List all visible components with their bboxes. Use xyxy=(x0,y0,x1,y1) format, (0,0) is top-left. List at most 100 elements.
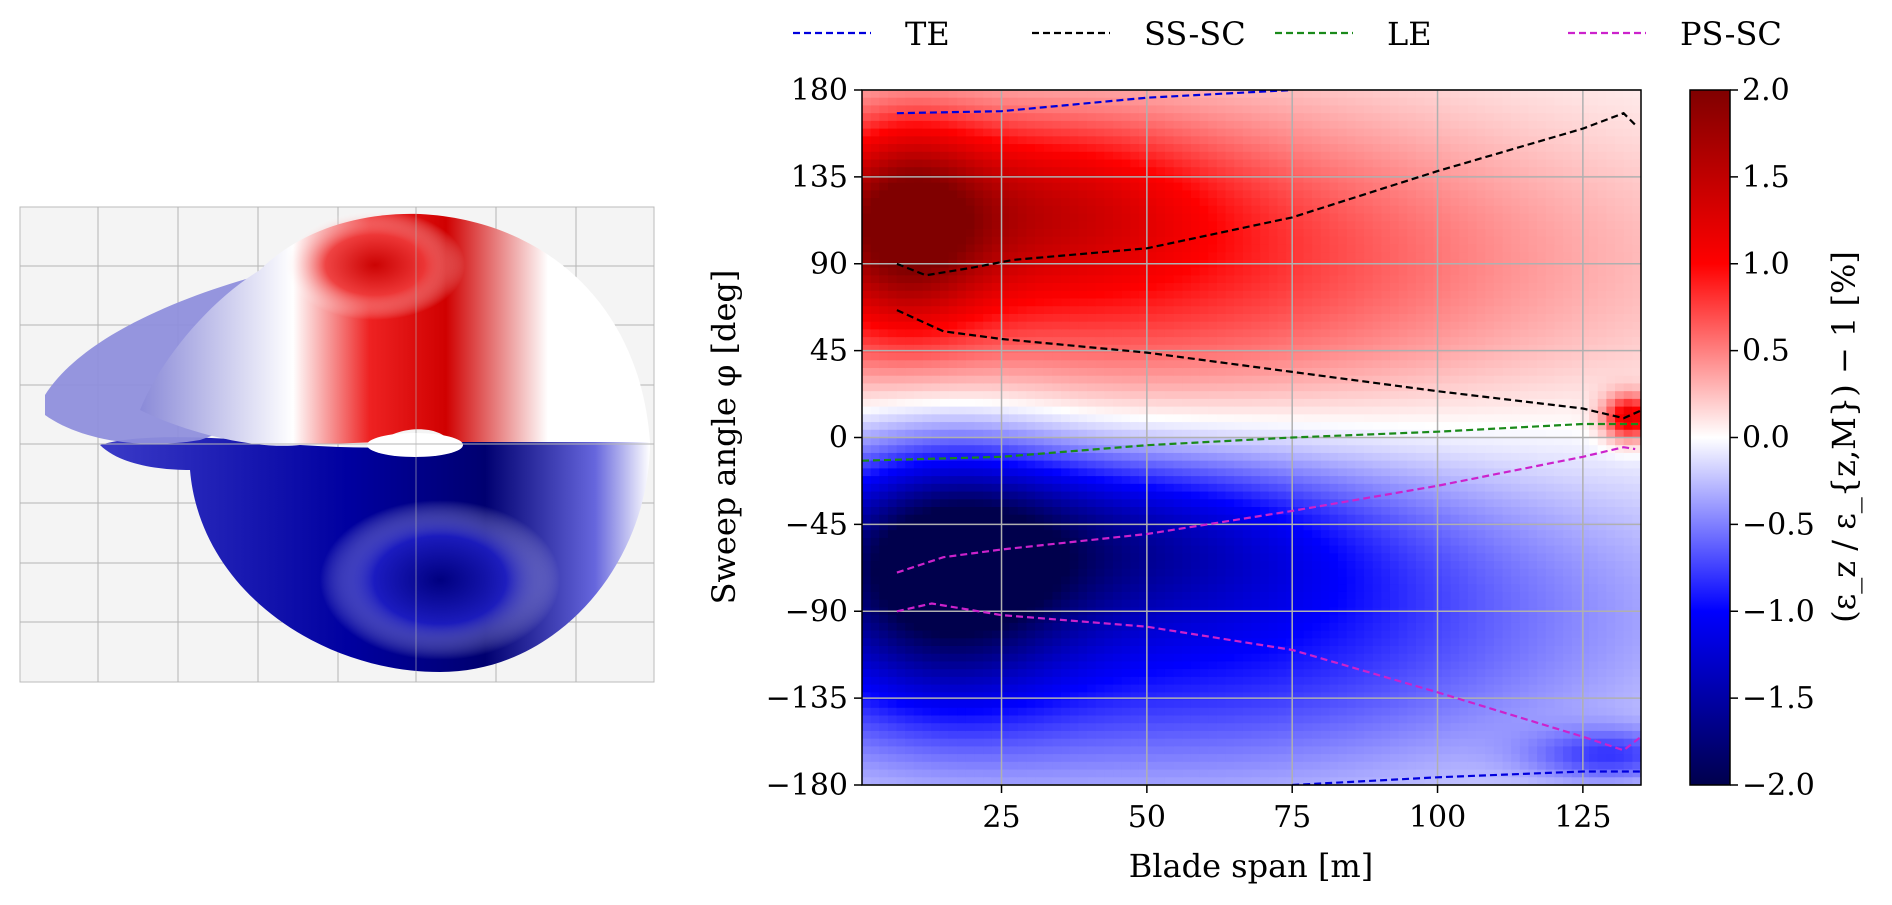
heatmap-cell xyxy=(1113,599,1123,608)
heatmap-cell xyxy=(974,507,984,516)
heatmap-cell xyxy=(1312,113,1322,122)
heatmap-cell xyxy=(1260,298,1270,307)
heatmap-cell xyxy=(870,120,880,130)
heatmap-cell xyxy=(1251,368,1261,377)
heatmap-cell xyxy=(1078,414,1088,423)
heatmap-cell xyxy=(1130,406,1140,415)
torus-red-highlight xyxy=(285,210,465,320)
heatmap-cell xyxy=(913,344,924,354)
heatmap-cell xyxy=(1199,646,1209,655)
heatmap-cell xyxy=(1268,460,1279,469)
heatmap-cell xyxy=(862,777,872,785)
heatmap-cell xyxy=(1043,715,1054,724)
heatmap-cell xyxy=(1138,221,1149,230)
heatmap-cell xyxy=(1147,151,1157,161)
heatmap-cell xyxy=(1147,777,1157,785)
heatmap-cell xyxy=(1251,298,1261,307)
heatmap-cell xyxy=(913,545,924,554)
heatmap-cell xyxy=(1182,653,1192,663)
heatmap-cell xyxy=(896,213,906,222)
heatmap-cell xyxy=(1182,738,1192,747)
heatmap-cell xyxy=(1130,306,1140,315)
heatmap-cell xyxy=(1260,514,1270,524)
heatmap-cell xyxy=(1087,167,1097,176)
heatmap-cell xyxy=(870,414,880,423)
heatmap-cell xyxy=(1338,290,1348,300)
heatmap-cell xyxy=(931,761,941,771)
heatmap-cell xyxy=(1286,452,1296,462)
heatmap-cell xyxy=(1078,746,1088,755)
heatmap-cell xyxy=(1043,113,1054,122)
heatmap-cell xyxy=(1113,707,1123,717)
heatmap-cell xyxy=(896,252,906,261)
heatmap-cell xyxy=(1043,298,1054,307)
heatmap-cell xyxy=(1078,144,1088,153)
heatmap-cell xyxy=(1268,174,1279,184)
heatmap-cell xyxy=(1286,445,1296,454)
heatmap-cell xyxy=(896,638,906,647)
heatmap-cell xyxy=(879,375,889,385)
heatmap-cell xyxy=(1069,692,1079,701)
heatmap-cell xyxy=(1312,576,1322,585)
heatmap-cell xyxy=(1329,398,1339,408)
heatmap-cell xyxy=(1260,715,1270,724)
heatmap-cell xyxy=(1242,406,1253,415)
heatmap-cell xyxy=(1061,437,1071,446)
heatmap-cell xyxy=(896,476,906,485)
heatmap-cell xyxy=(1260,344,1270,354)
heatmap-cell xyxy=(1061,368,1071,377)
heatmap-cell xyxy=(1043,630,1054,639)
heatmap-cell xyxy=(1138,298,1149,307)
heatmap-cell xyxy=(1173,244,1183,253)
heatmap-cell xyxy=(1329,669,1339,678)
heatmap-cell xyxy=(1329,105,1339,114)
heatmap-cell xyxy=(1061,591,1071,601)
heatmap-cell xyxy=(1338,298,1348,307)
heatmap-cell xyxy=(1173,669,1183,678)
heatmap-cell xyxy=(931,221,941,230)
heatmap-cell xyxy=(939,445,950,454)
heatmap-cell xyxy=(1329,591,1339,601)
heatmap-cell xyxy=(1138,653,1149,663)
heatmap-cell xyxy=(1017,190,1028,199)
heatmap-cell xyxy=(862,120,872,130)
heatmap-cell xyxy=(1147,375,1157,385)
heatmap-cell xyxy=(922,630,932,639)
heatmap-cell xyxy=(1095,368,1105,377)
heatmap-cell xyxy=(1138,599,1149,608)
heatmap-cell xyxy=(1173,406,1183,415)
heatmap-cell xyxy=(1242,97,1253,107)
heatmap-cell xyxy=(931,90,941,99)
heatmap-cell xyxy=(948,537,958,547)
heatmap-cell xyxy=(1208,205,1218,215)
heatmap-cell xyxy=(1130,522,1140,531)
heatmap-cell xyxy=(1069,174,1079,184)
heatmap-cell xyxy=(1113,676,1123,686)
heatmap-cell xyxy=(1061,661,1071,670)
heatmap-cell xyxy=(1138,499,1149,508)
heatmap-cell xyxy=(1294,514,1305,524)
heatmap-cell xyxy=(1216,383,1227,392)
heatmap-cell xyxy=(1208,646,1218,655)
heatmap-cell xyxy=(922,352,932,361)
heatmap-cell xyxy=(1208,414,1218,423)
heatmap-cell xyxy=(1199,267,1209,276)
heatmap-cell xyxy=(1043,483,1054,493)
heatmap-cell xyxy=(957,630,967,639)
heatmap-cell xyxy=(1320,321,1330,330)
heatmap-cell xyxy=(1035,684,1045,693)
heatmap-cell xyxy=(1199,329,1209,338)
heatmap-cell xyxy=(1216,298,1227,307)
heatmap-cell xyxy=(1225,630,1235,639)
heatmap-cell xyxy=(1234,120,1244,130)
heatmap-cell xyxy=(1061,684,1071,693)
heatmap-cell xyxy=(1173,730,1183,740)
heatmap-cell xyxy=(896,545,906,554)
heatmap-cell xyxy=(1251,769,1261,778)
heatmap-cell xyxy=(879,221,889,230)
heatmap-cell xyxy=(887,383,898,392)
heatmap-cell xyxy=(1121,360,1131,369)
heatmap-cell xyxy=(862,599,872,608)
heatmap-cell xyxy=(1017,298,1028,307)
heatmap-cell xyxy=(913,553,924,562)
